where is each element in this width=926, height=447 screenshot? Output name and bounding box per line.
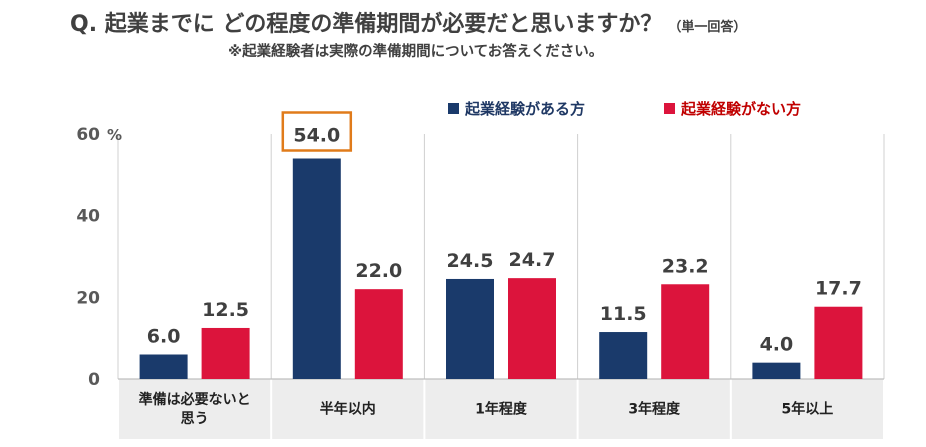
bar-experienced — [292, 158, 341, 379]
data-label: 6.0 — [147, 326, 181, 348]
category-label: 3年程度 — [628, 401, 681, 418]
bar-inexperienced — [201, 327, 250, 379]
legend-label-inexperienced: 起業経験がない方 — [681, 100, 802, 118]
chart-subtitle: ※起業経験者は実際の準備期間についてお答えください。 — [228, 44, 604, 60]
data-label: 17.7 — [815, 278, 862, 300]
y-tick-label: 60 — [76, 125, 100, 145]
legend-swatch-inexperienced — [664, 103, 675, 114]
data-label: 11.5 — [600, 303, 647, 325]
highlight-box — [281, 111, 353, 152]
bar-inexperienced — [814, 306, 863, 379]
legend-label-experienced: 起業経験がある方 — [465, 100, 586, 118]
y-tick-label: 40 — [76, 207, 100, 227]
bar-inexperienced — [661, 284, 710, 379]
category-label: 5年以上 — [782, 401, 834, 418]
data-label: 23.2 — [662, 255, 709, 277]
bar-experienced — [139, 354, 188, 379]
bar-inexperienced — [354, 289, 403, 379]
bar-experienced — [446, 278, 494, 379]
y-unit-label: % — [107, 126, 122, 144]
category-label: 思う — [181, 411, 209, 427]
bar-experienced — [599, 332, 648, 379]
legend-swatch-experienced — [448, 103, 459, 114]
legend-item-inexperienced: 起業経験がない方 — [664, 98, 801, 119]
chart-title: Q. 起業までに どの程度の準備期間が必要だと思いますか？ （単一回答） — [70, 6, 746, 38]
data-label: 22.0 — [355, 260, 402, 282]
answer-type-note: （単一回答） — [668, 20, 747, 35]
bar-inexperienced — [508, 278, 556, 379]
bar-experienced — [752, 362, 801, 379]
category-label: 1年程度 — [475, 401, 528, 418]
y-tick-label: 0 — [88, 370, 100, 390]
data-label: 54.0 — [293, 125, 340, 147]
category-label: 半年以内 — [320, 401, 376, 418]
data-label: 24.5 — [447, 250, 494, 272]
y-tick-label: 20 — [76, 288, 100, 308]
data-label: 12.5 — [202, 299, 249, 321]
question-text: Q. 起業までに どの程度の準備期間が必要だと思いますか？ — [70, 12, 663, 37]
data-label: 24.7 — [509, 249, 556, 271]
data-label: 4.0 — [760, 334, 794, 356]
category-label: 準備は必要ないと — [139, 391, 251, 408]
category-label-band — [118, 379, 884, 439]
legend-item-experienced: 起業経験がある方 — [448, 98, 585, 119]
